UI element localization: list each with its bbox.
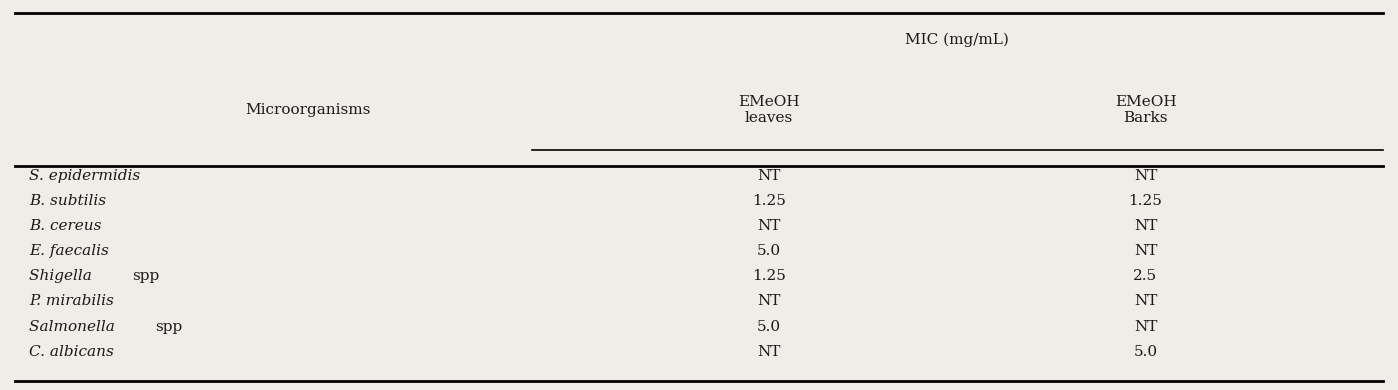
Text: MIC (mg/mL): MIC (mg/mL) <box>905 33 1009 47</box>
Text: Microorganisms: Microorganisms <box>246 103 370 117</box>
Text: NT: NT <box>1134 168 1158 183</box>
Text: EMeOH
leaves: EMeOH leaves <box>738 95 800 125</box>
Text: spp: spp <box>133 269 159 283</box>
Text: E. faecalis: E. faecalis <box>29 244 109 258</box>
Text: 1.25: 1.25 <box>752 194 786 208</box>
Text: 5.0: 5.0 <box>1134 345 1158 359</box>
Text: NT: NT <box>758 345 780 359</box>
Text: NT: NT <box>1134 219 1158 233</box>
Text: C. albicans: C. albicans <box>29 345 115 359</box>
Text: 2.5: 2.5 <box>1134 269 1158 283</box>
Text: 5.0: 5.0 <box>756 244 781 258</box>
Text: NT: NT <box>1134 244 1158 258</box>
Text: NT: NT <box>1134 294 1158 308</box>
Text: NT: NT <box>758 294 780 308</box>
Text: 5.0: 5.0 <box>756 320 781 334</box>
Text: spp: spp <box>155 320 182 334</box>
Text: 1.25: 1.25 <box>752 269 786 283</box>
Text: NT: NT <box>758 168 780 183</box>
Text: Shigella: Shigella <box>29 269 96 283</box>
Text: EMeOH
Barks: EMeOH Barks <box>1114 95 1176 125</box>
Text: NT: NT <box>1134 320 1158 334</box>
Text: B. cereus: B. cereus <box>29 219 102 233</box>
Text: Salmonella: Salmonella <box>29 320 120 334</box>
Text: P. mirabilis: P. mirabilis <box>29 294 115 308</box>
Text: S. epidermidis: S. epidermidis <box>29 168 141 183</box>
Text: 1.25: 1.25 <box>1128 194 1162 208</box>
Text: NT: NT <box>758 219 780 233</box>
Text: B. subtilis: B. subtilis <box>29 194 106 208</box>
